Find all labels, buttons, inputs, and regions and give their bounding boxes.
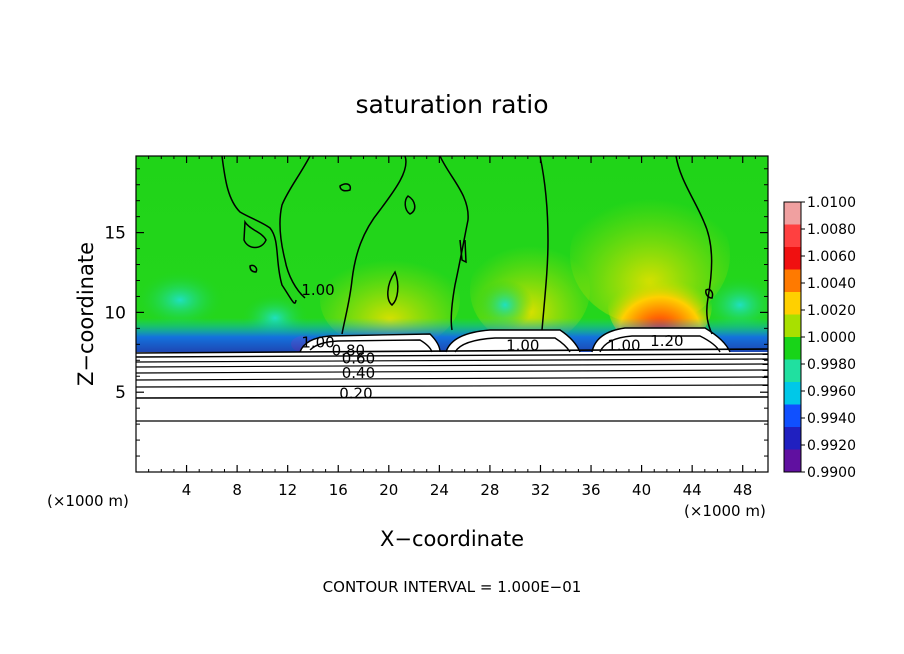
subsaturated-region: [136, 270, 225, 330]
x-axis-label: X−coordinate: [380, 527, 524, 551]
x-tick-label: 40: [632, 481, 651, 499]
x-tick-label: 4: [182, 481, 192, 499]
cloud-contours: [299, 327, 731, 353]
y-axis: 5 10 15: [104, 168, 768, 457]
contour-label: 1.00: [301, 281, 334, 299]
x-tick-label: 16: [329, 481, 348, 499]
stratified-contours: [136, 348, 768, 423]
lower-blank-region: [136, 352, 768, 472]
colorbar-label: 0.9900: [807, 465, 856, 481]
y-axis-label: Z−coordinate: [74, 242, 98, 386]
colorbar-swatch: [784, 449, 801, 473]
x-tick-label: 12: [278, 481, 297, 499]
colorbar-swatch: [784, 404, 801, 428]
colorbar-label: 1.0080: [807, 222, 856, 238]
colorbar-label: 0.9940: [807, 411, 856, 427]
colorbar-swatch: [784, 382, 801, 405]
x-unit-left: (×1000 m): [47, 492, 129, 510]
colorbar-swatch: [784, 314, 801, 338]
contour-label: 1.00: [607, 337, 640, 355]
x-axis: 4 8 12 16 20 24 28 32 36 40 44 48: [148, 156, 756, 499]
y-tick-label: 5: [115, 383, 126, 403]
cloud-block: [446, 330, 580, 352]
subsaturated-region: [477, 280, 533, 330]
x-tick-label: 36: [581, 481, 600, 499]
contour-lines: [221, 156, 714, 335]
y-tick-label: 10: [104, 303, 126, 323]
colorbar-label: 0.9980: [807, 357, 856, 373]
colorbar-label: 1.0000: [807, 330, 856, 346]
contour-interval-note: CONTOUR INTERVAL = 1.000E−01: [323, 578, 582, 596]
x-tick-label: 20: [379, 481, 398, 499]
x-tick-label: 44: [683, 481, 702, 499]
colorbar-label: 1.0020: [807, 303, 856, 319]
colorbar-label: 1.0100: [807, 195, 856, 211]
colorbar-swatch: [784, 427, 801, 450]
colorbar-label: 0.9960: [807, 384, 856, 400]
colorbar-label: 1.0060: [807, 249, 856, 265]
contour-label: 1.20: [650, 332, 683, 350]
contour-label: 0.40: [342, 364, 375, 382]
chart-title: saturation ratio: [355, 90, 548, 119]
x-tick-label: 8: [232, 481, 242, 499]
x-unit-right: (×1000 m): [684, 502, 766, 520]
contour-label: 1.00: [301, 334, 334, 352]
contour-label: 0.80: [332, 341, 365, 359]
cloud-block: [300, 334, 440, 352]
cloud-block: [592, 328, 730, 352]
contour-label: 1.00: [506, 337, 539, 355]
heatmap-field: 1.001.000.800.600.400.201.00 1.00 1.20: [136, 156, 768, 472]
x-tick-label: 32: [531, 481, 550, 499]
y-tick-label: 15: [104, 224, 126, 244]
colorbar-swatch: [784, 202, 801, 225]
contour-label: 0.20: [339, 385, 372, 403]
x-tick-label: 48: [733, 481, 752, 499]
colorbar-swatch: [784, 292, 801, 315]
colorbar-swatch: [784, 337, 801, 360]
colorbar-swatch: [784, 247, 801, 270]
colorbar-swatch: [784, 269, 801, 293]
x-tick-label: 24: [430, 481, 449, 499]
colorbar-swatch: [784, 359, 801, 383]
colorbar-swatch: [784, 224, 801, 248]
colorbar-label: 0.9920: [807, 438, 856, 454]
contour-labels: 1.001.000.800.600.400.201.00 1.00 1.20: [301, 281, 683, 403]
contour-label: 0.60: [342, 349, 375, 367]
x-tick-label: 28: [480, 481, 499, 499]
colorbar: 1.0100 1.0080 1.0060 1.0040 1.0020 1.0000 0.99…: [783, 195, 856, 481]
colorbar-label: 1.0040: [807, 276, 856, 292]
